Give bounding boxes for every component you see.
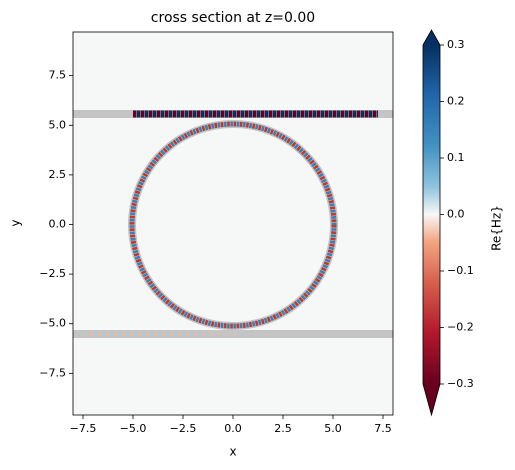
y-tick-label: −2.5	[39, 267, 66, 280]
colorbar-tick-label: 0.3	[447, 38, 465, 51]
y-label: y	[9, 219, 23, 226]
colorbar-tick-label: −0.1	[447, 264, 474, 277]
y-tick-label: 2.5	[49, 168, 67, 181]
ring-field	[129, 121, 337, 329]
field	[73, 110, 393, 338]
x-tick-label: −7.5	[70, 422, 97, 435]
colorbar-tick-label: −0.3	[447, 377, 474, 390]
x-label: x	[229, 445, 236, 459]
colorbar-tick-label: 0.2	[447, 95, 465, 108]
colorbar-tick-label: −0.2	[447, 321, 474, 334]
x-tick-label: −2.5	[170, 422, 197, 435]
y-tick-label: 0.0	[49, 217, 67, 230]
colorbar-tick-label: 0.1	[447, 151, 465, 164]
colorbar-extend	[423, 30, 440, 45]
y-tick-label: −5.0	[39, 317, 66, 330]
x-tick-label: 2.5	[274, 422, 292, 435]
x-tick-label: −5.0	[120, 422, 147, 435]
y-tick-label: 5.0	[49, 118, 67, 131]
x-tick-label: 5.0	[324, 422, 342, 435]
colorbar-label: Re{Hz}	[490, 205, 504, 251]
x-tick-label: 0.0	[224, 422, 242, 435]
y-tick-label: 7.5	[49, 69, 67, 82]
colorbar-tick-label: 0.0	[447, 208, 465, 221]
colorbar	[423, 45, 440, 384]
plot-area	[73, 32, 393, 415]
x-tick-label: 7.5	[374, 422, 392, 435]
y-tick-label: −7.5	[39, 366, 66, 379]
chart-title: cross section at z=0.00	[151, 10, 315, 26]
colorbar-extend	[423, 384, 440, 415]
